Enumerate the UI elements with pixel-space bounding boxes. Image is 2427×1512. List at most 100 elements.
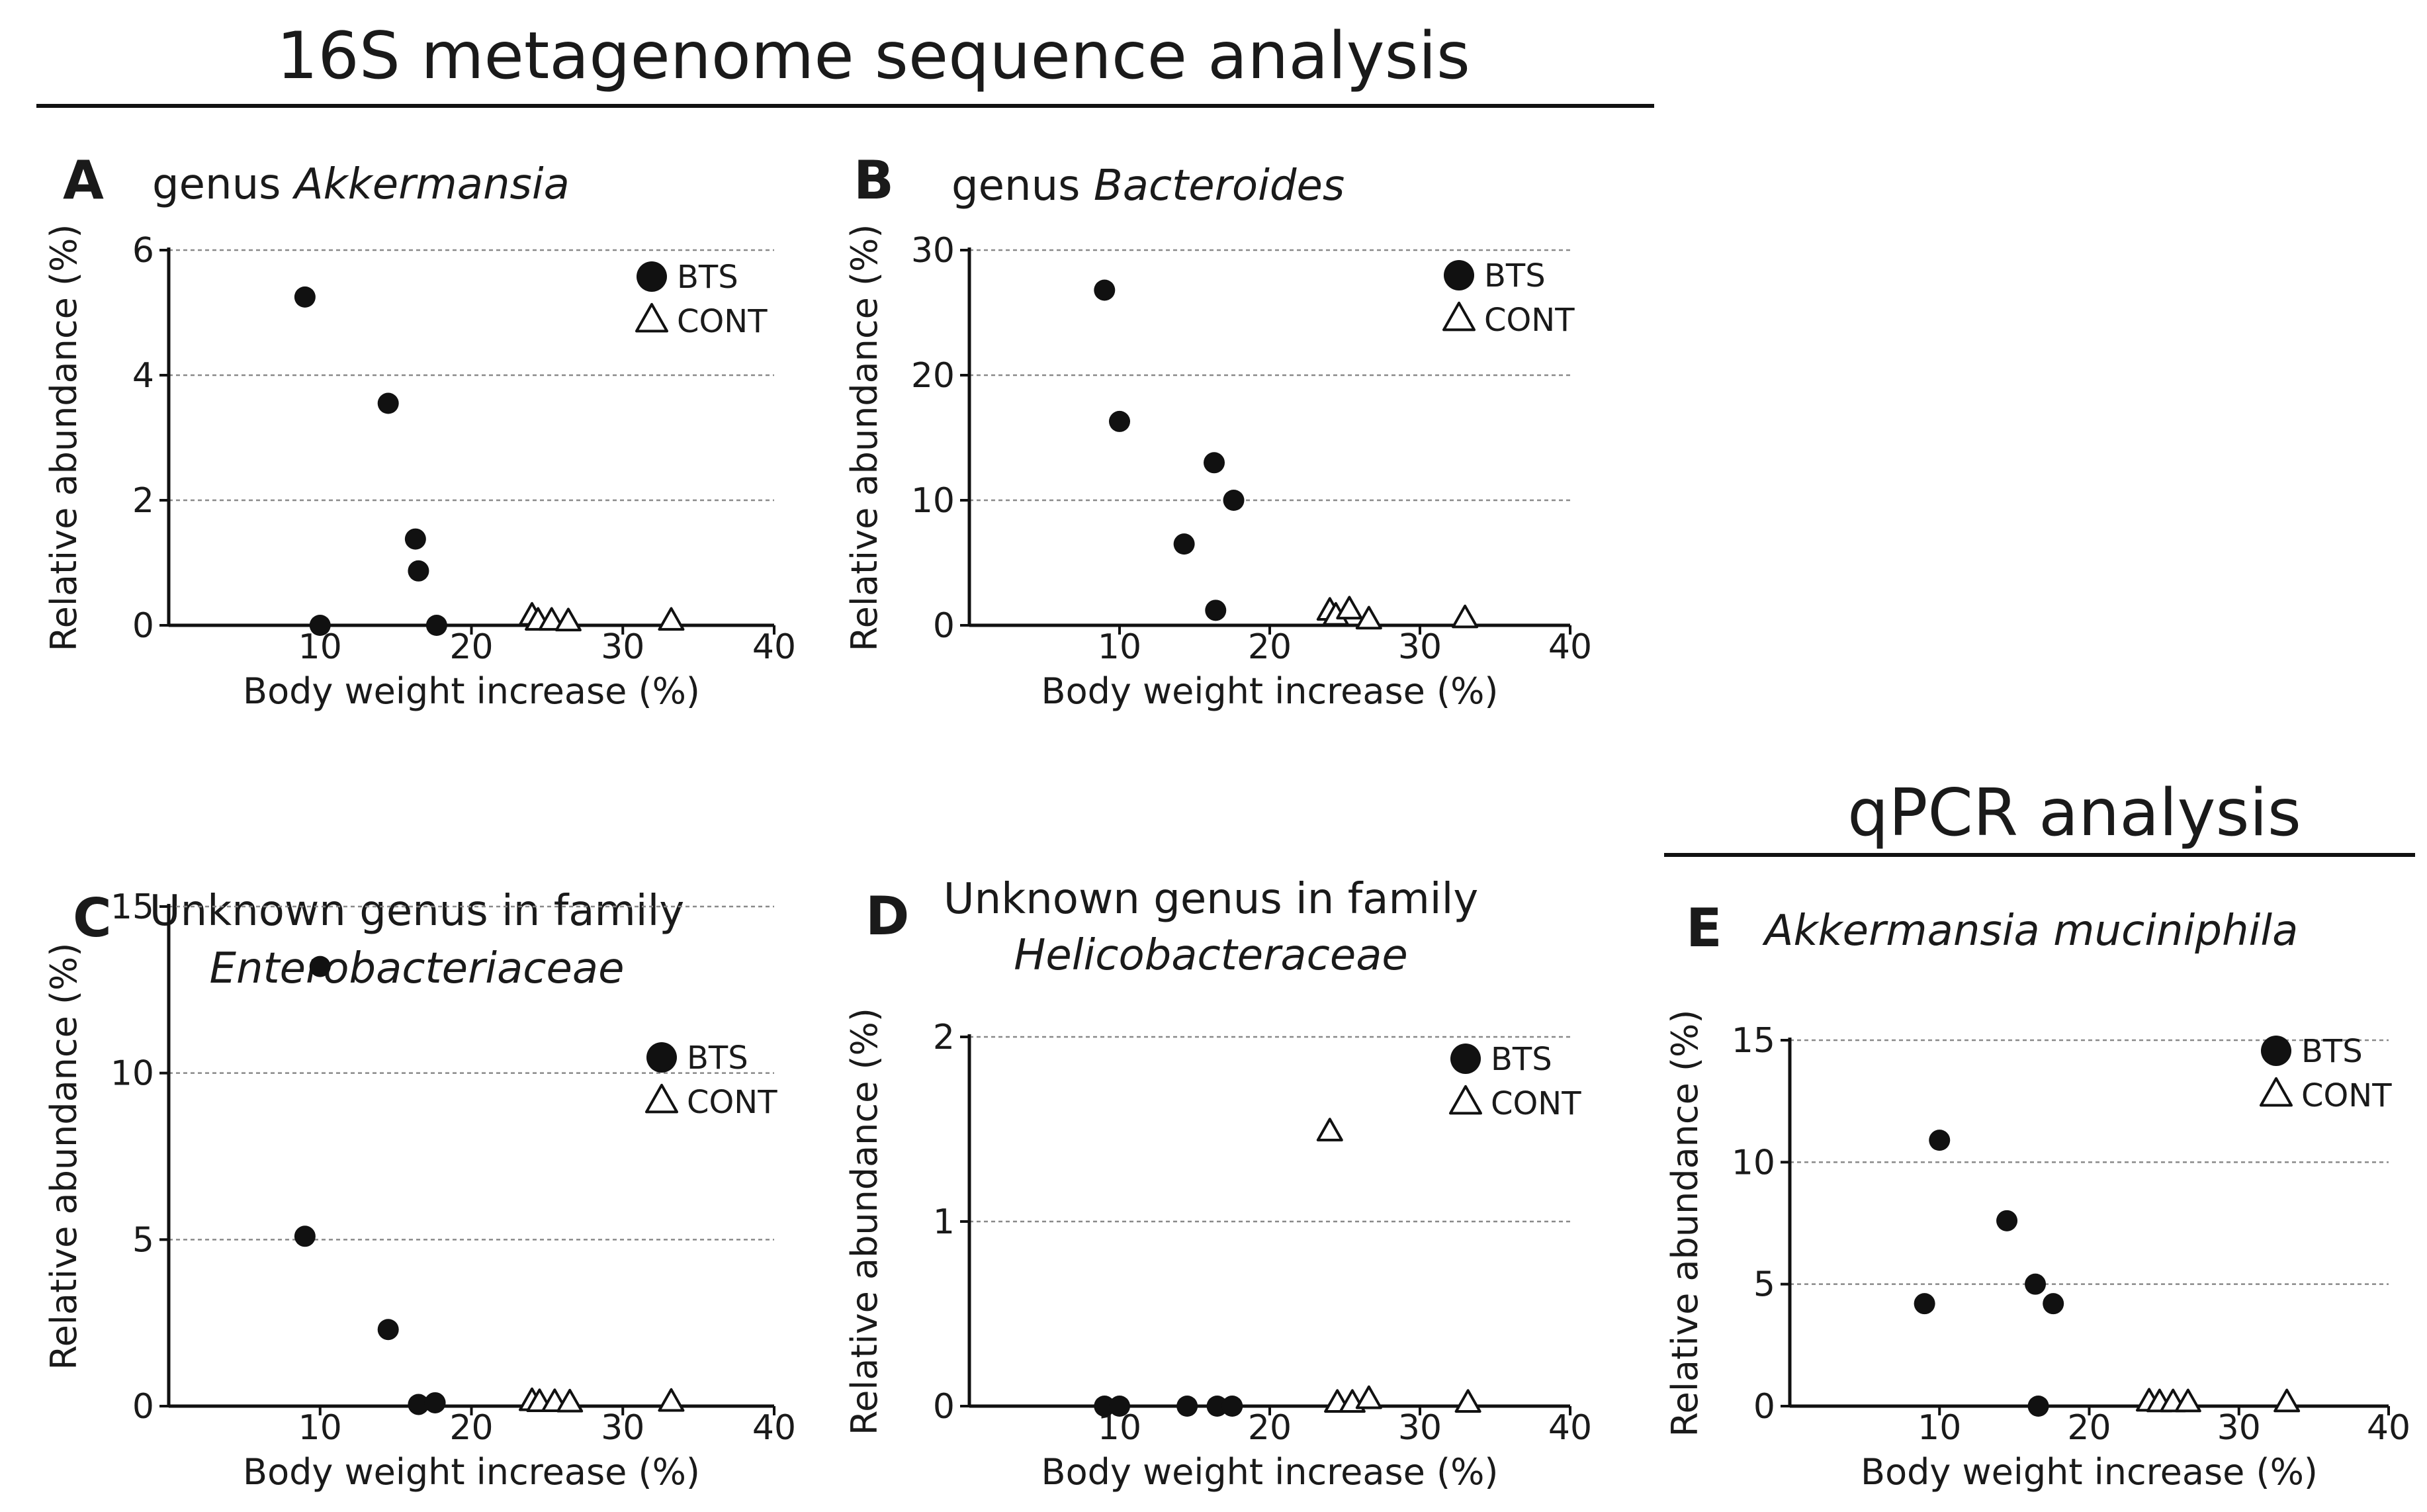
panel-b-x-tick-label: 40 xyxy=(1548,627,1592,667)
panel-b-x-tick-label: 30 xyxy=(1398,627,1442,667)
panel-c-bts-point xyxy=(294,1225,316,1247)
panel-d-letter: D xyxy=(865,885,909,947)
panel-b-cont-point xyxy=(1452,604,1479,629)
panel-c-bts-point xyxy=(309,956,331,977)
panel-d-legend-bts-label: BTS xyxy=(1491,1041,1552,1078)
panel-b-bts-point xyxy=(1109,410,1130,432)
panel-b-legend-bts-marker xyxy=(1444,260,1474,290)
panel-b-bts-point xyxy=(1173,533,1195,555)
panel-b-title: genus Bacteroides xyxy=(951,161,1345,210)
panel-e-legend-cont-marker xyxy=(2260,1077,2293,1107)
panel-d-bts-point xyxy=(1176,1396,1198,1417)
panel-e-x-tick-label: 10 xyxy=(1918,1408,1961,1448)
panel-c-x-tick-label: 20 xyxy=(449,1408,493,1448)
panel-a-x-tick-label: 40 xyxy=(752,627,796,667)
metagenome-section-title: 16S metagenome sequence analysis xyxy=(277,19,1470,94)
panel-e-y-tick-label: 0 xyxy=(1753,1387,1775,1427)
panel-c-cont-point xyxy=(556,1388,584,1413)
panel-a-title-taxon: Akkermansia xyxy=(292,160,570,209)
panel-a-cont-point xyxy=(538,607,565,631)
panel-a-bts-point xyxy=(309,615,331,636)
panel-e-legend-bts-label: BTS xyxy=(2301,1033,2363,1070)
panel-e-x-axis-label: Body weight increase (%) xyxy=(1861,1451,2318,1493)
panel-a-y-tick-label: 2 xyxy=(132,481,154,521)
panel-d-legend-cont-label: CONT xyxy=(1491,1085,1581,1122)
panel-e-y-tick-label: 15 xyxy=(1732,1021,1775,1061)
panel-e-y-tick-label: 5 xyxy=(1753,1265,1775,1305)
panel-b-x-axis-label: Body weight increase (%) xyxy=(1041,670,1499,712)
panel-d-title-line-1: Unknown genus in family xyxy=(944,875,1478,924)
panel-a-title: genus Akkermansia xyxy=(152,160,570,209)
panel-e-title-taxon: Akkermansia muciniphila xyxy=(1762,907,2299,956)
panel-a-legend-bts-marker xyxy=(637,261,667,292)
panel-c-cont-point xyxy=(658,1388,685,1412)
panel-a-bts-point xyxy=(294,286,316,308)
panel-e-legend-bts-marker xyxy=(2261,1036,2291,1066)
panel-a-cont-point xyxy=(658,607,685,631)
panel-a-x-axis-label: Body weight increase (%) xyxy=(243,670,700,712)
panel-b-title-prefix: genus xyxy=(951,161,1094,210)
panel-e-cont-point xyxy=(2273,1388,2301,1413)
panel-d-bts-point xyxy=(1094,1396,1116,1417)
panel-e-x-tick-label: 40 xyxy=(2367,1408,2410,1448)
panel-d-bts-point xyxy=(1221,1396,1243,1417)
panel-a-legend-cont-marker xyxy=(635,302,668,333)
panel-b-x-tick-label: 20 xyxy=(1248,627,1292,667)
panel-b-y-tick-label: 30 xyxy=(911,231,955,271)
panel-c-x-tick-label: 10 xyxy=(298,1408,342,1448)
panel-b-y-tick-label: 10 xyxy=(911,481,955,521)
panel-c-x-tick-label: 30 xyxy=(601,1408,644,1448)
panel-e-bts-point xyxy=(2025,1273,2047,1295)
panel-d-cont-point xyxy=(1355,1385,1382,1409)
panel-e-bts-point xyxy=(2027,1396,2049,1417)
panel-e-bts-point xyxy=(1929,1130,1951,1151)
panel-d-x-axis-label: Body weight increase (%) xyxy=(1041,1451,1499,1493)
panel-b-bts-point xyxy=(1204,452,1225,474)
panel-a-x-tick-label: 20 xyxy=(449,627,493,667)
panel-a-y-tick-label: 0 xyxy=(132,606,154,646)
qpcr-section-title: qPCR analysis xyxy=(1847,776,2301,851)
panel-b-y-axis-label: Relative abundance (%) xyxy=(844,224,885,652)
panel-e-y-axis-label: Relative abundance (%) xyxy=(1664,1010,1706,1437)
panel-e-bts-point xyxy=(1996,1210,2018,1231)
panel-d-cont-point xyxy=(1316,1118,1343,1141)
panel-a-y-tick-label: 4 xyxy=(132,356,154,396)
panel-c-bts-point xyxy=(377,1319,399,1341)
panel-c-y-axis-label: Relative abundance (%) xyxy=(43,943,85,1370)
panel-d-y-tick-label: 1 xyxy=(933,1202,955,1242)
panel-c-y-tick-label: 5 xyxy=(132,1220,154,1260)
panel-d-x-tick-label: 30 xyxy=(1398,1408,1442,1448)
panel-a-title-prefix: genus xyxy=(152,160,294,209)
panel-c-legend-cont-label: CONT xyxy=(687,1084,777,1121)
panel-c-bts-point xyxy=(424,1392,446,1413)
panel-a-y-axis-label: Relative abundance (%) xyxy=(43,224,85,652)
panel-b-cont-point xyxy=(1336,596,1363,620)
panel-d-x-tick-label: 20 xyxy=(1248,1408,1292,1448)
panel-c-title-line-1: Unknown genus in family xyxy=(150,887,684,936)
panel-a-bts-point xyxy=(408,560,429,582)
panel-d-x-tick-label: 40 xyxy=(1548,1408,1592,1448)
panel-c-y-tick-label: 0 xyxy=(132,1387,154,1427)
panel-a-y-tick-label: 6 xyxy=(132,231,154,271)
panel-c-y-tick-label: 15 xyxy=(110,887,154,927)
panel-d-legend-cont-marker xyxy=(1449,1085,1482,1115)
panel-d-bts-point xyxy=(1206,1396,1228,1417)
panel-b-legend-cont-marker xyxy=(1442,301,1476,332)
panel-b-y-tick-label: 0 xyxy=(933,606,955,646)
panel-b-letter: B xyxy=(854,150,894,211)
panel-c-y-tick-label: 10 xyxy=(110,1054,154,1094)
panel-b-x-tick-label: 10 xyxy=(1098,627,1141,667)
panel-a-letter: A xyxy=(63,150,104,211)
panel-c: C Unknown genus in family Enterobacteriace… xyxy=(43,887,796,1493)
panel-c-x-axis-label: Body weight increase (%) xyxy=(243,1451,700,1493)
panel-a-bts-point xyxy=(404,528,426,550)
panel-d-cont-point xyxy=(1454,1389,1481,1413)
panel-a-legend-bts-label: BTS xyxy=(677,259,738,296)
panel-b-legend-bts-label: BTS xyxy=(1484,257,1546,294)
panel-b-title-taxon: Bacteroides xyxy=(1094,161,1345,210)
panel-c-legend-cont-marker xyxy=(645,1083,678,1114)
panel-b-legend-cont-label: CONT xyxy=(1484,302,1575,339)
